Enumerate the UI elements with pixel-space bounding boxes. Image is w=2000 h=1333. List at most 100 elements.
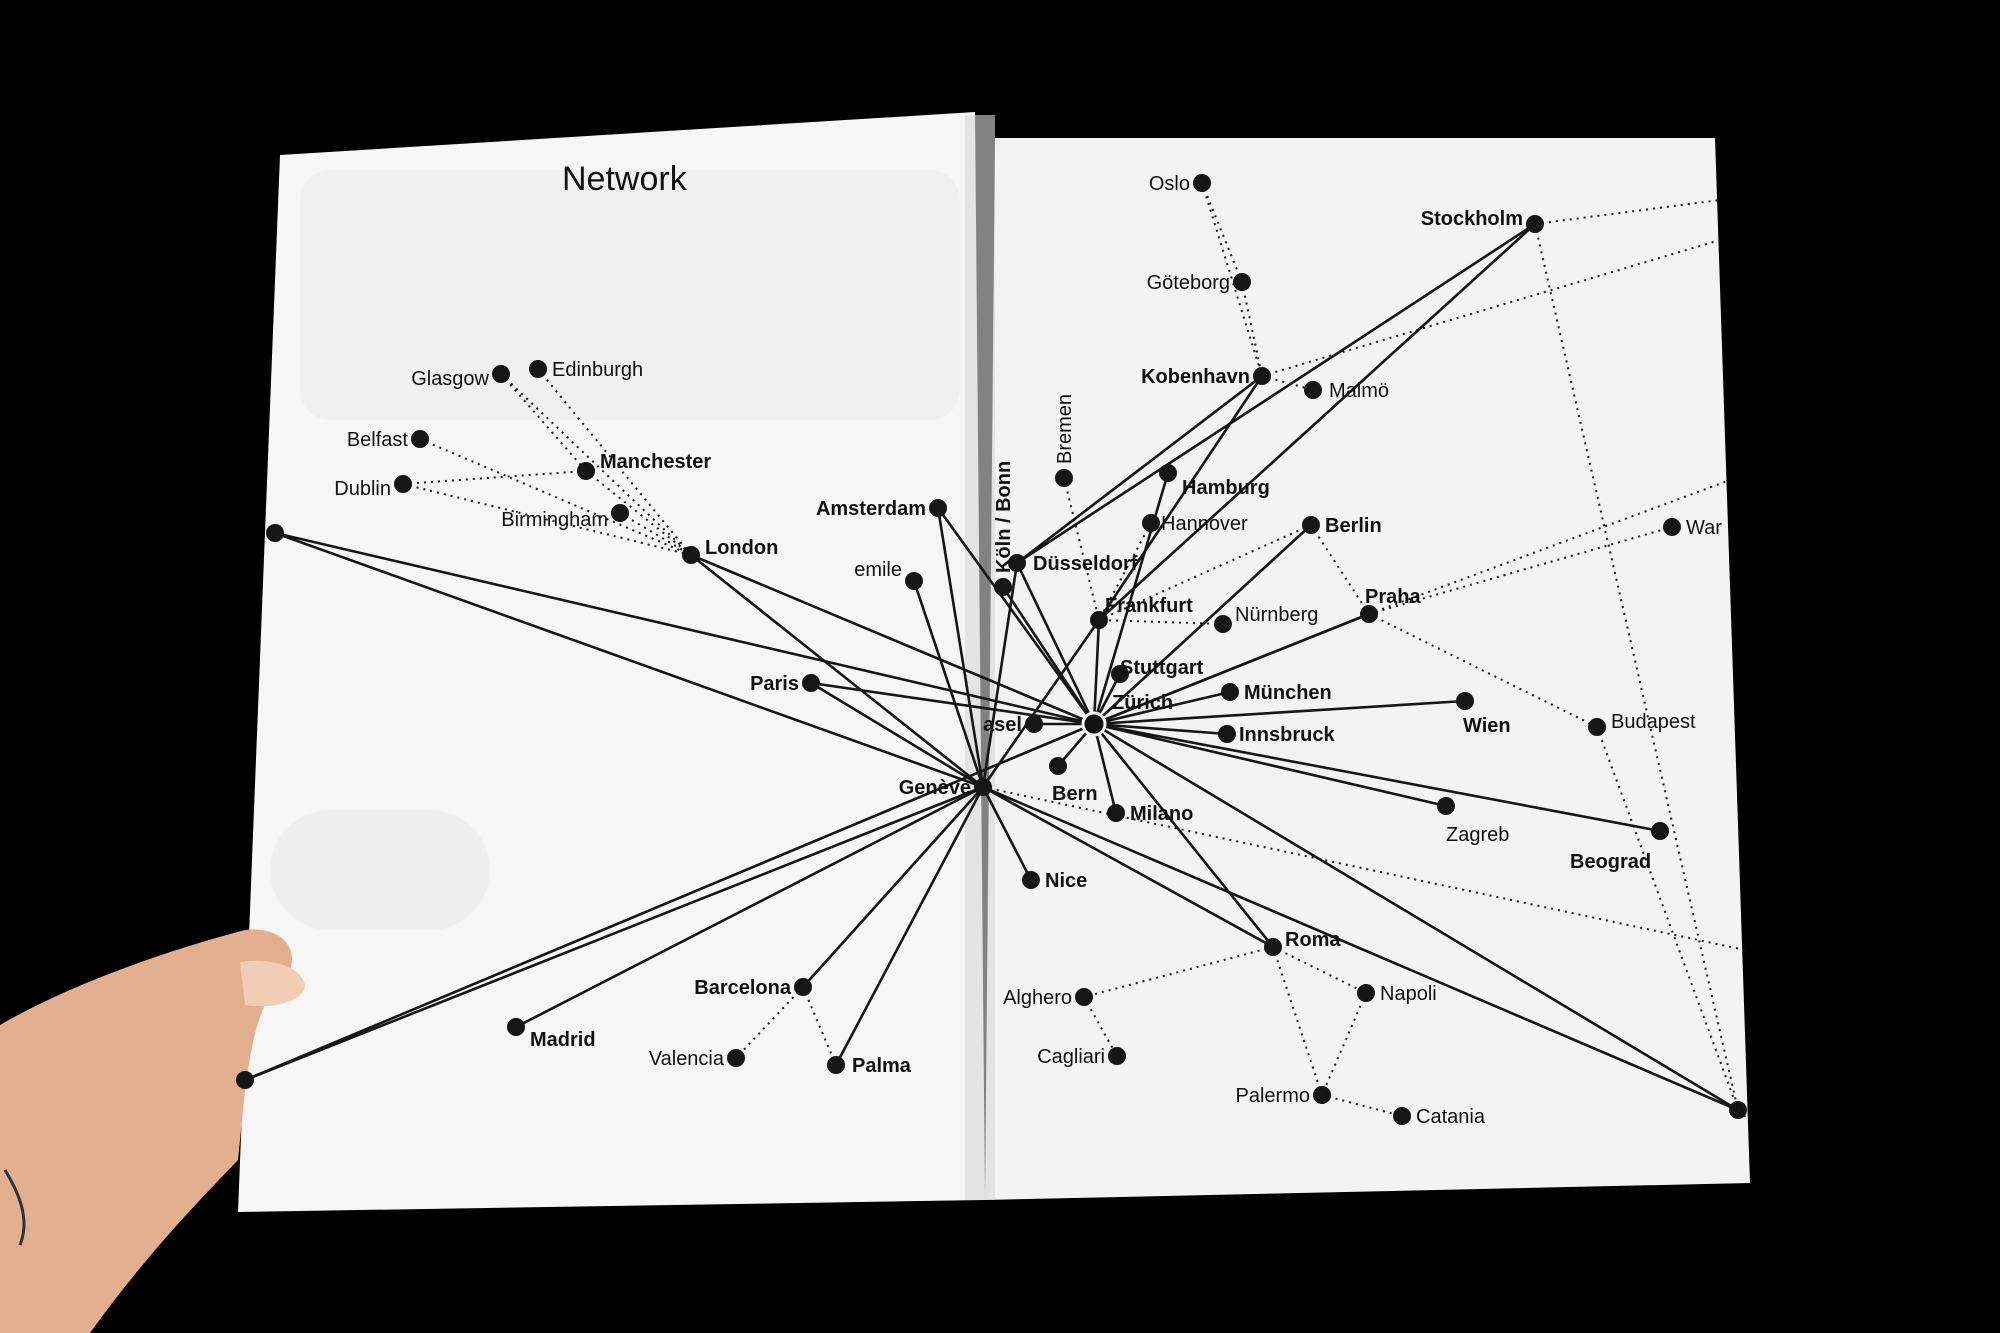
city-label-barcelona: Barcelona	[694, 977, 792, 999]
dotted-route-roma-alghero	[1083, 946, 1274, 998]
dotted-route-alghero-cagliari	[1083, 996, 1118, 1057]
city-label-palermo: Palermo	[1236, 1085, 1310, 1107]
city-dot-cagliari	[1108, 1047, 1126, 1065]
route-lines	[244, 182, 1746, 1117]
route-zurich-berlin	[1093, 524, 1312, 725]
right-page	[985, 138, 1750, 1200]
offpage-route-kobenhavn	[1261, 239, 1721, 377]
route-stockholm-frankfurt	[1098, 223, 1536, 621]
city-label-edge_a: A	[1732, 1100, 1746, 1122]
dotted-route-roma-palermo	[1272, 946, 1323, 1096]
route-zurich-beograd	[1093, 722, 1661, 833]
city-dot-warszawa	[1663, 518, 1681, 536]
route-geneve-dusseldorf	[981, 562, 1019, 788]
dotted-route-praha-budapest	[1368, 613, 1598, 728]
city-label-basel: asel	[983, 714, 1022, 736]
dotted-route-oslo-kobenhavn	[1201, 182, 1263, 377]
city-label-stockholm: Stockholm	[1421, 208, 1523, 230]
route-zurich-koln	[1001, 586, 1096, 725]
city-label-milano: Milano	[1130, 803, 1193, 825]
city-dot-paris	[802, 674, 820, 692]
route-geneve-amsterdam	[936, 507, 985, 788]
city-dot-wien	[1456, 692, 1474, 710]
city-dot-dusseldorf	[1008, 554, 1026, 572]
city-dot-alghero	[1075, 988, 1093, 1006]
city-dot-koln	[994, 578, 1012, 596]
city-label-malmo: Malmö	[1329, 380, 1389, 402]
city-label-praha: Praha	[1365, 586, 1421, 608]
city-label-hamburg: Hamburg	[1182, 477, 1270, 499]
city-dot-nice	[1022, 871, 1040, 889]
city-dot-catania	[1393, 1107, 1411, 1125]
city-dot-frankfurt	[1090, 611, 1108, 629]
dotted-route-dublin-manchester	[402, 470, 587, 485]
city-dot-birmingham	[611, 504, 629, 522]
route-zurich-hamburg	[1092, 472, 1170, 725]
route-geneve-london	[690, 553, 984, 789]
city-dot-budapest	[1588, 718, 1606, 736]
city-label-zurich: Zürich	[1112, 692, 1173, 714]
dotted-route-budapest-edge_a	[1596, 726, 1739, 1111]
city-label-geneve: Genève	[899, 777, 971, 799]
city-dot-madridw	[236, 1071, 254, 1089]
dotted-route-belfast-london	[419, 438, 692, 556]
hand	[0, 929, 305, 1333]
city-label-warszawa: War	[1686, 517, 1722, 539]
city-label-kobenhavn: Kobenhavn	[1141, 366, 1250, 388]
dotted-route-hannover-frankfurt	[1098, 522, 1152, 621]
city-dot-manchester	[577, 462, 595, 480]
city-dot-milano	[1107, 804, 1125, 822]
city-label-paris: Paris	[750, 673, 799, 695]
city-dot-barcelona	[794, 978, 812, 996]
city-dot-beograd	[1651, 822, 1669, 840]
city-dot-valencia	[727, 1049, 745, 1067]
dotted-route-napoli-palermo	[1321, 992, 1367, 1096]
city-label-zagreb: Zagreb	[1446, 824, 1509, 846]
dotted-route-glasgow-london	[500, 373, 692, 556]
city-label-emile: emile	[854, 559, 902, 581]
city-dot-glasgow	[492, 365, 510, 383]
dotted-route-glasgow-manchester	[500, 373, 587, 472]
city-label-valencia: Valencia	[649, 1048, 725, 1070]
route-geneve-west	[274, 531, 984, 789]
route-zurich-west	[274, 531, 1095, 726]
city-label-napoli: Napoli	[1380, 983, 1437, 1005]
offpage-route-stockholm	[1534, 199, 1721, 225]
city-dot-madrid	[507, 1018, 525, 1036]
city-label-london: London	[705, 537, 778, 559]
city-dot-kobenhavn	[1253, 367, 1271, 385]
city-markers: Oslo Stockholm Göteborg Kobenhavn Malmö Breme…	[236, 173, 1747, 1128]
route-geneve-madridw	[244, 785, 984, 1082]
city-dot-berlin	[1302, 516, 1320, 534]
route-zurich-wien	[1093, 699, 1466, 726]
city-label-edinburgh: Edinburgh	[552, 359, 643, 381]
route-geneve-roma	[982, 785, 1274, 949]
route-kobenhavn-frankfurt	[1097, 375, 1264, 621]
city-dot-innsbruck	[1218, 725, 1236, 743]
city-label-munchen: München	[1244, 682, 1332, 704]
route-zurich-amsterdam	[936, 507, 1096, 725]
city-label-dublin: Dublin	[334, 478, 391, 500]
route-geneve-nice	[981, 786, 1033, 881]
city-dot-london	[682, 546, 700, 564]
city-dot-malmo	[1304, 381, 1322, 399]
city-label-nice: Nice	[1045, 870, 1087, 892]
city-label-beograd: Beograd	[1570, 851, 1651, 873]
city-dot-palermo	[1313, 1086, 1331, 1104]
route-praha-zurich	[1093, 612, 1370, 726]
city-label-palma: Palma	[852, 1055, 912, 1077]
city-label-nurnberg: Nürnberg	[1235, 604, 1318, 626]
city-label-alghero: Alghero	[1003, 987, 1072, 1009]
route-geneve-edge_a	[982, 785, 1739, 1112]
city-label-roma: Roma	[1285, 929, 1341, 951]
route-zurich-madridw	[244, 722, 1095, 1082]
city-dot-dublin	[394, 475, 412, 493]
route-geneve-paris	[810, 681, 984, 789]
city-label-innsbruck: Innsbruck	[1239, 724, 1335, 746]
city-label-manchester: Manchester	[600, 451, 711, 473]
city-label-goteborg: Göteborg	[1147, 272, 1230, 294]
city-dot-zagreb	[1437, 797, 1455, 815]
city-label-frankfurt: Frankfurt	[1105, 595, 1193, 617]
city-label-glasgow: Glasgow	[411, 368, 489, 390]
city-dot-napoli	[1357, 984, 1375, 1002]
